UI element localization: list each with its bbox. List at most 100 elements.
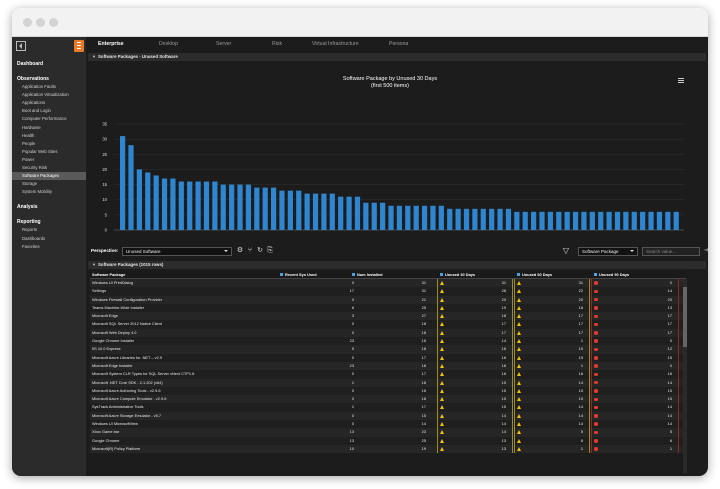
perspective-select[interactable]: Unused Software — [122, 247, 232, 256]
chart-bar[interactable] — [405, 205, 411, 230]
chart-bar[interactable] — [589, 211, 595, 230]
table-panel-header[interactable]: ▼ Software Packages (1015 rows) — [88, 261, 706, 269]
chart-bar[interactable] — [388, 205, 394, 230]
chart-bar[interactable] — [128, 145, 134, 230]
chart-bar[interactable] — [161, 178, 168, 230]
table-row[interactable]: Microsoft SQL Server 2012 Native Client 0… — [90, 320, 686, 329]
table-row[interactable]: Xbox Game bar 13 23 14 5 5 — [90, 428, 686, 437]
chart-bar[interactable] — [572, 211, 579, 230]
chart-bar[interactable] — [522, 211, 528, 230]
chart-bar[interactable] — [539, 211, 545, 230]
chart-bar[interactable] — [287, 190, 293, 230]
tab-enterprise[interactable]: Enterprise — [98, 41, 124, 47]
table-row[interactable]: Microsoft Azure Storage Emulator - v5.7 0… — [90, 411, 686, 421]
table-row[interactable]: Microsoft System CLR Types for SQL Serve… — [90, 370, 686, 379]
sidebar-item-software-packages[interactable]: Software Packages — [12, 172, 86, 181]
chart-bar[interactable] — [396, 205, 403, 230]
sidebar-section-dashboard[interactable]: Dashboard — [17, 61, 44, 67]
tab-persona[interactable]: Persona — [389, 41, 409, 47]
table-row[interactable]: Google Chrome 13 25 13 6 6 — [90, 436, 686, 445]
chart-bar[interactable] — [371, 202, 377, 230]
chart-bar[interactable] — [514, 211, 520, 230]
sidebar-item-reports[interactable]: Reports — [22, 227, 38, 233]
table-row[interactable]: SysTrack Administrative Tools 1 17 15 14 14 — [90, 403, 686, 412]
sidebar-item-application-virtualization[interactable]: Application Virtualization — [22, 92, 69, 98]
chart-bar[interactable] — [480, 208, 486, 230]
sidebar-item-favorites[interactable]: Favorites — [22, 243, 40, 249]
table-row[interactable]: IIS 10.0 Express 5 18 16 15 12 — [90, 345, 686, 354]
table-row[interactable]: Windows UI MicrosoftView 0 14 14 14 14 — [90, 420, 686, 429]
chart-bar[interactable] — [489, 208, 495, 230]
table-row[interactable]: Microsoft Azure Libraries for .NET – v2.… — [90, 353, 686, 362]
chart-menu-icon[interactable] — [678, 78, 684, 79]
chart-bar[interactable] — [136, 169, 142, 230]
chart-bar[interactable] — [296, 190, 302, 230]
chart-bar[interactable] — [380, 202, 386, 230]
chart-bar[interactable] — [673, 211, 679, 230]
chart-bar[interactable] — [254, 187, 260, 230]
chart-panel-header[interactable]: ▼ Software Packages - Unused Software — [88, 53, 706, 61]
table-scrollbar[interactable] — [683, 279, 687, 473]
table-row[interactable]: Microsoft Azure Authoring Tools - v2.9.6… — [90, 386, 686, 396]
chart-bar[interactable] — [262, 187, 268, 230]
chart-bar[interactable] — [195, 181, 201, 230]
sidebar-item-security-risk[interactable]: Security Risk — [22, 165, 48, 170]
sidebar-item-storage[interactable]: Storage — [22, 181, 38, 187]
column-header[interactable]: Unused 30 Days — [440, 271, 475, 279]
export-icon[interactable]: ⎘ — [267, 247, 273, 254]
gear-icon[interactable]: ⚙ — [236, 247, 244, 254]
share-icon[interactable]: ⑂ — [247, 247, 253, 254]
column-header[interactable]: Recent Sys Used — [280, 271, 317, 279]
chart-bar[interactable] — [531, 211, 537, 230]
search-input[interactable]: Search value... — [642, 247, 700, 256]
chart-bar[interactable] — [556, 211, 562, 230]
chart-bar[interactable] — [187, 181, 193, 230]
sidebar-item-system-mobility[interactable]: System Mobility — [22, 189, 53, 195]
sidebar-item-health[interactable]: Health — [22, 132, 35, 138]
chart-bar[interactable] — [656, 211, 663, 230]
chart-bar[interactable] — [472, 208, 478, 230]
open-icon[interactable]: ⇥ — [704, 247, 708, 254]
sidebar-item-dashboards[interactable]: Dashboards — [22, 235, 46, 241]
table-row[interactable]: Microsoft Web Deploy 4.0 0 18 17 17 17 — [90, 328, 686, 338]
sidebar-item-application-faults[interactable]: Application Faults — [22, 84, 56, 89]
chart-bar[interactable] — [640, 211, 646, 230]
chart-bar[interactable] — [229, 184, 235, 230]
window-dot-icon[interactable] — [23, 18, 32, 27]
column-header[interactable]: Software Package — [92, 271, 125, 279]
table-row[interactable]: Microsoft(R) Policy Platform 10 19 13 1 1 — [90, 444, 686, 454]
sidebar-item-power[interactable]: Power — [22, 156, 35, 162]
column-header[interactable]: Unused 90 Days — [594, 271, 629, 279]
sidebar-section-analysis[interactable]: Analysis — [17, 204, 38, 211]
tab-desktop[interactable]: Desktop — [159, 41, 179, 47]
sidebar-item-popular-web-sites[interactable]: Popular Web Sites — [22, 148, 58, 154]
chart-bar[interactable] — [581, 211, 587, 230]
chart-bar[interactable] — [321, 193, 327, 230]
chart-bar[interactable] — [421, 205, 428, 230]
table-row[interactable]: Google Chrome Installer 23 16 14 1 0 — [90, 337, 686, 346]
table-row[interactable]: Microsoft Azure Compute Emulator - v2.9.… — [90, 395, 686, 404]
table-row[interactable]: Microsoft Edge Installer 23 16 16 1 0 — [90, 361, 686, 371]
chart-bar[interactable] — [170, 178, 176, 230]
tab-server[interactable]: Server — [216, 41, 232, 47]
chart-bar[interactable] — [312, 193, 319, 230]
sidebar-item-people[interactable]: People — [22, 140, 36, 146]
chart-bar[interactable] — [413, 205, 419, 230]
chart-bar[interactable] — [455, 208, 461, 230]
chart-bar[interactable] — [220, 184, 226, 230]
table-row[interactable]: Teams Machine-Wide Installer 6 25 19 18 13 — [90, 303, 686, 313]
sidebar-section-observations[interactable]: Observations — [17, 76, 49, 82]
sidebar-section-reporting[interactable]: Reporting — [17, 219, 41, 226]
chart-bar[interactable] — [623, 211, 629, 230]
chart-bar[interactable] — [153, 175, 159, 230]
tab-virtual-infrastructure[interactable]: Virtual Infrastructure — [312, 41, 359, 47]
chart-bar[interactable] — [178, 181, 184, 230]
table-row[interactable]: Windows Firewall Configuration Provider 0… — [90, 295, 686, 304]
chart-bar[interactable] — [648, 211, 654, 230]
chart-bar[interactable] — [237, 184, 243, 230]
chart-bar[interactable] — [447, 208, 453, 230]
chart-bar[interactable] — [329, 193, 335, 230]
chart-bar[interactable] — [438, 205, 444, 230]
scrollbar-thumb[interactable] — [683, 287, 687, 347]
chart-bar[interactable] — [505, 208, 512, 230]
